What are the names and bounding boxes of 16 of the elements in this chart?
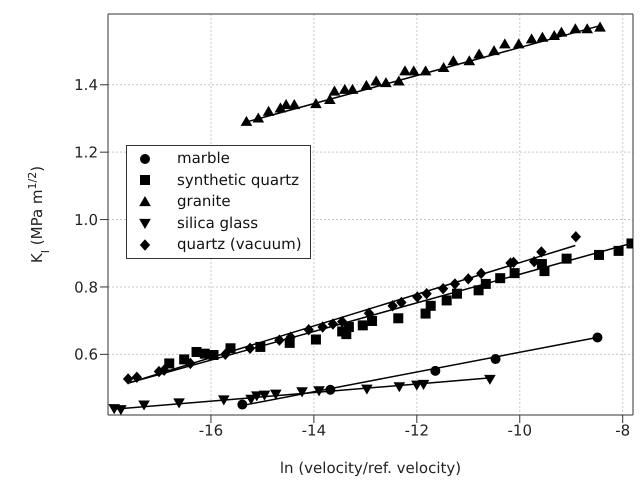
x-tick-label: -16 bbox=[198, 422, 224, 440]
x-tick-label: -10 bbox=[508, 422, 532, 440]
legend-label: quartz (vacuum) bbox=[177, 234, 302, 255]
y-tick-label: 1.0 bbox=[74, 210, 98, 229]
y-tick-label: 1.4 bbox=[74, 76, 98, 94]
legend-label: silica glass bbox=[177, 212, 258, 234]
y-tick-label: 1.2 bbox=[74, 143, 98, 162]
x-axis-title: ln (velocity/ref. velocity) bbox=[280, 459, 462, 477]
y-tick-label: 0.8 bbox=[74, 278, 98, 296]
x-tick-label: -12 bbox=[404, 422, 430, 440]
legend-label: synthetic quartz bbox=[177, 170, 300, 190]
x-tick-label: -14 bbox=[302, 422, 326, 440]
legend-label: granite bbox=[177, 191, 231, 212]
y-tick-label: 0.6 bbox=[74, 346, 98, 364]
legend-label: marble bbox=[177, 148, 230, 169]
x-tick-label: -8 bbox=[615, 422, 630, 440]
